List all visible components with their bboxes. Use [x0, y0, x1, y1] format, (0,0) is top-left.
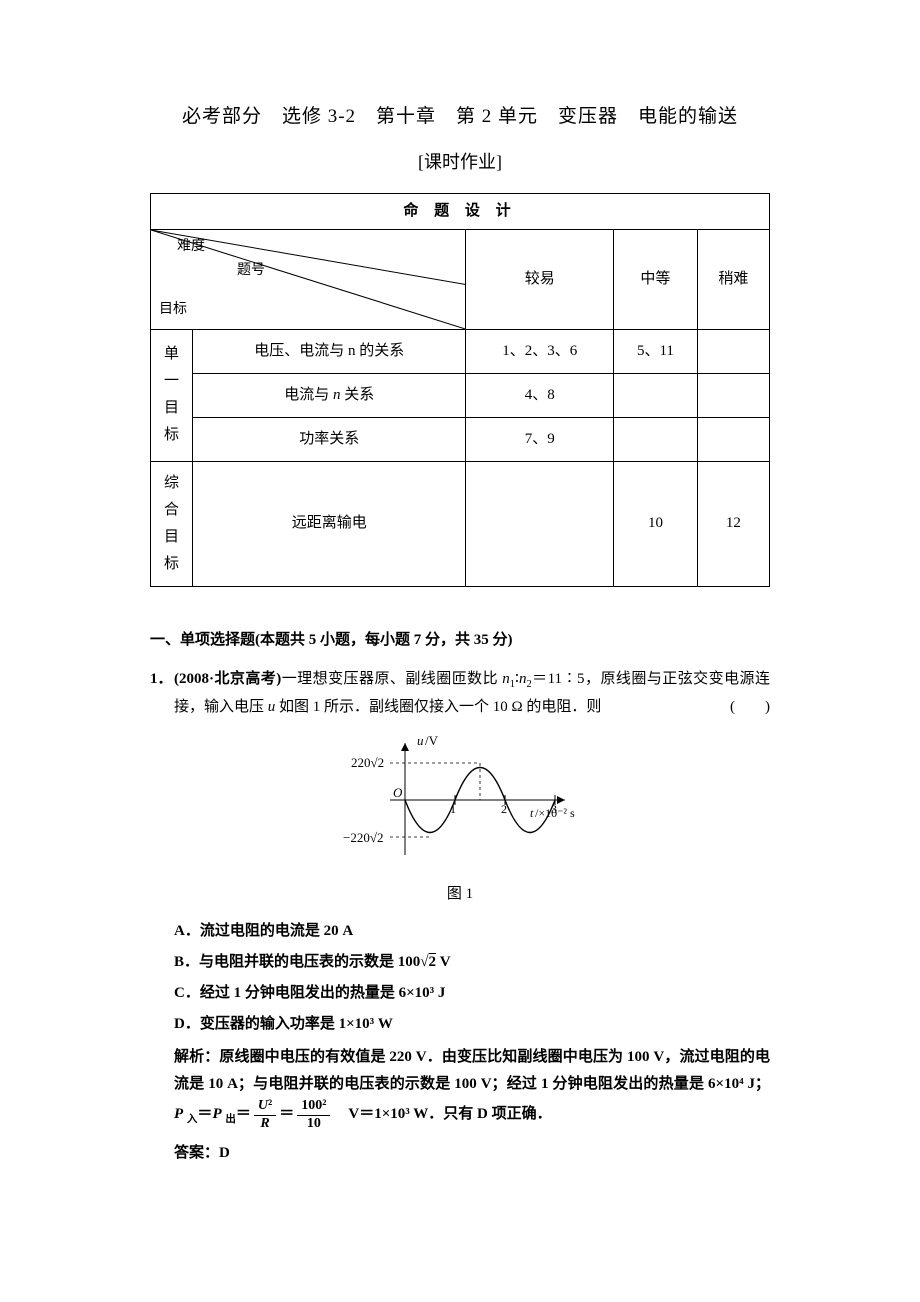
- page-title: 必考部分 选修 3-2 第十章 第 2 单元 变压器 电能的输送: [150, 100, 770, 134]
- section-heading: 一、单项选择题(本题共 5 小题，每小题 7 分，共 35 分): [150, 627, 770, 654]
- explanation: 解析：原线圈中电压的有效值是 220 V．由变压比知副线圈中电压为 100 V，…: [150, 1044, 770, 1131]
- cell: 5、11: [614, 329, 698, 373]
- question-1: 1． (2008·北京高考)一理想变压器原、副线圈匝数比 n1∶n2＝11∶5，…: [150, 666, 770, 1167]
- option-b: B．与电阻并联的电压表的示数是 1002 V: [150, 949, 770, 976]
- sine-wave-chart-icon: u/V 220√2 −220√2 O 1 2 3 t/×10⁻² s: [335, 735, 585, 865]
- cell: [614, 373, 698, 417]
- row-label: 电压、电流与 n 的关系: [193, 329, 466, 373]
- answer-blank: ( ): [730, 694, 770, 721]
- cell: 7、9: [466, 417, 614, 461]
- cell: [466, 461, 614, 586]
- group-comprehensive: 综合目标: [151, 461, 193, 586]
- question-number: 1．: [150, 666, 174, 722]
- diag-label-question-no: 题号: [237, 258, 265, 283]
- diagonal-header-cell: 难度 题号 目标: [151, 229, 466, 329]
- svg-text:/×10⁻² s: /×10⁻² s: [535, 806, 575, 820]
- question-text: (2008·北京高考)一理想变压器原、副线圈匝数比 n1∶n2＝11∶5，原线圈…: [174, 666, 770, 722]
- col-hard: 稍难: [697, 229, 769, 329]
- svg-text:−220√2: −220√2: [343, 830, 383, 845]
- option-c: C．经过 1 分钟电阻发出的热量是 6×10³ J: [150, 980, 770, 1007]
- col-medium: 中等: [614, 229, 698, 329]
- cell: 4、8: [466, 373, 614, 417]
- cell: 1、2、3、6: [466, 329, 614, 373]
- answer: 答案：D: [150, 1140, 770, 1167]
- figure-1: u/V 220√2 −220√2 O 1 2 3 t/×10⁻² s: [150, 735, 770, 875]
- diag-label-difficulty: 难度: [177, 234, 205, 259]
- design-table: 命 题 设 计 难度 题号 目标 较易 中等 稍难 单一目标 电压、电流与 n …: [150, 193, 770, 587]
- svg-text:t: t: [530, 806, 534, 820]
- option-d: D．变压器的输入功率是 1×10³ W: [150, 1011, 770, 1038]
- cell: 12: [697, 461, 769, 586]
- col-easy: 较易: [466, 229, 614, 329]
- svg-text:220√2: 220√2: [351, 755, 384, 770]
- svg-text:/V: /V: [425, 735, 439, 748]
- diag-label-target: 目标: [159, 297, 187, 322]
- svg-text:O: O: [393, 785, 403, 800]
- page-subtitle: [课时作业]: [150, 146, 770, 178]
- cell: [697, 417, 769, 461]
- row-label: 功率关系: [193, 417, 466, 461]
- group-single: 单一目标: [151, 329, 193, 461]
- row-label: 电流与 n 关系: [193, 373, 466, 417]
- svg-text:2: 2: [501, 802, 507, 816]
- svg-text:1: 1: [450, 802, 456, 816]
- row-label: 远距离输电: [193, 461, 466, 586]
- cell: 10: [614, 461, 698, 586]
- cell: [614, 417, 698, 461]
- svg-text:u: u: [417, 735, 424, 748]
- option-a: A．流过电阻的电流是 20 A: [150, 918, 770, 945]
- cell: [697, 373, 769, 417]
- cell: [697, 329, 769, 373]
- table-header: 命 题 设 计: [151, 193, 770, 229]
- figure-caption: 图 1: [150, 881, 770, 908]
